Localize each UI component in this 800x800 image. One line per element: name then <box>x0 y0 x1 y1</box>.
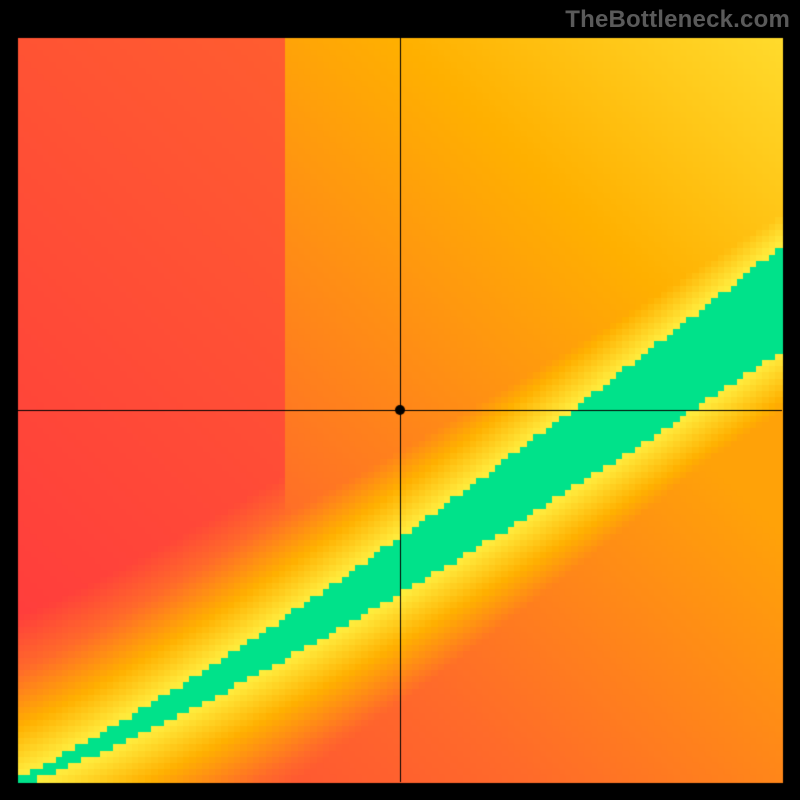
watermark-label: TheBottleneck.com <box>565 6 790 34</box>
bottleneck-heatmap <box>0 0 800 800</box>
chart-container: TheBottleneck.com <box>0 0 800 800</box>
